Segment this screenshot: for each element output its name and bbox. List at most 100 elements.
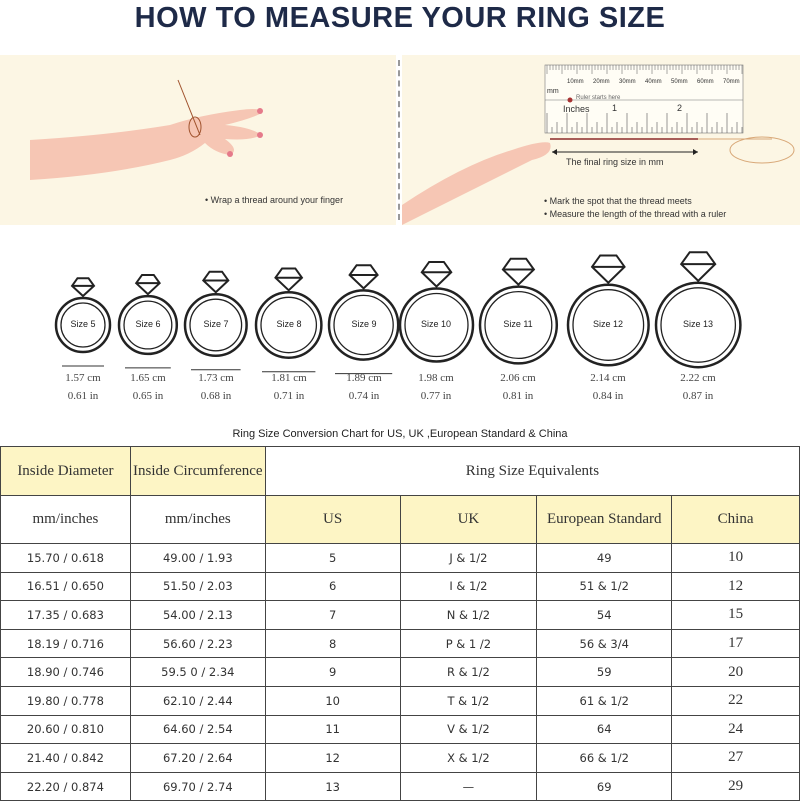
- ring-diameter-in: 0.65 in: [132, 390, 164, 402]
- table-row: 17.35 / 0.683 54.00 / 2.13 7 N & 1/2 54 15: [0, 600, 800, 630]
- ring-size-conversion-table: Inside Diameter Inside Circumference Rin…: [0, 446, 800, 801]
- inch-tick-1: 1: [612, 103, 618, 113]
- ring-diameter-cm: 1.65 cm: [130, 372, 166, 384]
- table-row: 18.19 / 0.716 56.60 / 2.23 8 P & 1 /2 56 & 3…: [0, 628, 800, 659]
- subheader-china: China: [671, 495, 800, 544]
- table-cell: J & 1/2: [399, 543, 538, 573]
- ring-diameter-in: 0.81 in: [502, 390, 534, 402]
- table-cell: 67.20 / 2.64: [129, 743, 266, 773]
- inches-label: Inches: [563, 104, 590, 114]
- ring-diameter-in: 0.77 in: [420, 390, 452, 402]
- table-caption: Ring Size Conversion Chart for US, UK ,E…: [232, 428, 568, 440]
- mm-label: 30mm: [619, 79, 636, 85]
- table-cell: V & 1/2: [399, 714, 538, 745]
- table-cell: 56 & 3/4: [536, 628, 673, 659]
- table-cell: 61 & 1/2: [536, 685, 673, 716]
- table-cell: 69.70 / 2.74: [129, 771, 266, 801]
- table-cell: R & 1/2: [399, 657, 538, 687]
- table-cell: 29: [671, 771, 800, 801]
- ring-diameter-in: 0.74 in: [348, 390, 380, 402]
- ring-diameter-in: 0.61 in: [67, 390, 99, 402]
- ring-icon: [54, 277, 112, 367]
- ruler-start-note: Ruler starts here: [576, 95, 621, 101]
- ring-diameter-in: 0.87 in: [682, 390, 714, 402]
- subheader-uk: UK: [399, 495, 538, 544]
- table-row: 16.51 / 0.650 51.50 / 2.03 6 I & 1/2 51 & 1/…: [0, 571, 800, 602]
- ring-diameter-cm: 1.57 cm: [65, 372, 101, 384]
- table-cell: 12: [671, 571, 800, 602]
- table-row: 22.20 / 0.874 69.70 / 2.74 13—69 29: [0, 771, 800, 801]
- table-cell: 15: [671, 600, 800, 630]
- ring-diameter-cm: 2.22 cm: [680, 372, 716, 384]
- table-cell: 20.60 / 0.810: [0, 714, 131, 745]
- table-cell: 56.60 / 2.23: [129, 628, 266, 659]
- hand-wrapping-thread-illustration: [30, 79, 263, 180]
- mm-label: 20mm: [593, 79, 610, 85]
- table-cell: 13: [264, 771, 401, 801]
- table-row: 19.80 / 0.778 62.10 / 2.44 10 T & 1/2 61 & 1…: [0, 685, 800, 716]
- ring-icon: [255, 267, 323, 373]
- table-cell: 54.00 / 2.13: [129, 600, 266, 630]
- table-cell: P & 1 /2: [399, 628, 538, 659]
- table-cell: 9: [264, 657, 401, 687]
- table-row: 21.40 / 0.842 67.20 / 2.64 12 X & 1/2 66 & 1…: [0, 743, 800, 773]
- ring-size-label: Size 10: [420, 319, 452, 329]
- ring-icon: [566, 254, 650, 367]
- page-title: HOW TO MEASURE YOUR RING SIZE: [134, 2, 666, 34]
- table-cell: 24: [671, 714, 800, 745]
- table-cell: 17: [671, 628, 800, 659]
- table-cell: 5: [264, 543, 401, 573]
- ring-diameter-cm: 2.14 cm: [590, 372, 626, 384]
- table-cell: 66 & 1/2: [536, 743, 673, 773]
- table-cell: N & 1/2: [399, 600, 538, 630]
- table-cell: 69: [536, 771, 673, 801]
- table-cell: X & 1/2: [399, 743, 538, 773]
- table-cell: 22.20 / 0.874: [0, 771, 131, 801]
- table-row: 18.90 / 0.746 59.5 0 / 2.34 9 R & 1/2 59 20: [0, 657, 800, 687]
- table-cell: 17.35 / 0.683: [0, 600, 131, 630]
- table-row: 20.60 / 0.810 64.60 / 2.54 11 V & 1/2 64 24: [0, 714, 800, 745]
- mm-label: 40mm: [645, 79, 662, 85]
- ring-icon: [478, 257, 558, 365]
- table-cell: 59: [536, 657, 673, 687]
- final-size-label: The final ring size in mm: [566, 157, 664, 167]
- table-cell: 51.50 / 2.03: [129, 571, 266, 602]
- ring-diameter-cm: 1.89 cm: [346, 372, 382, 384]
- mm-unit-label: mm: [547, 88, 559, 95]
- mm-label: 60mm: [697, 79, 714, 85]
- header-inside-diameter: Inside Diameter: [0, 446, 131, 496]
- table-cell: 21.40 / 0.842: [0, 743, 131, 773]
- ring-diameter-in: 0.84 in: [592, 390, 624, 402]
- table-cell: 16.51 / 0.650: [0, 571, 131, 602]
- step-measure-panel: mm Ruler starts here Inches 1 2 10mm 20mm…: [402, 55, 800, 225]
- mark-spot-note: • Mark the spot that the thread meets: [544, 196, 692, 206]
- mm-label: 10mm: [567, 79, 584, 85]
- ring-diameter-cm: 1.98 cm: [418, 372, 454, 384]
- ring-icon: [328, 264, 400, 375]
- ring-size-label: Size 5: [70, 319, 96, 329]
- subheader-european: European Standard: [536, 495, 673, 544]
- step-wrap-thread-panel: • Wrap a thread around your finger: [0, 55, 396, 225]
- header-inside-circumference: Inside Circumference: [129, 446, 266, 496]
- ring-diameter-cm: 1.81 cm: [271, 372, 307, 384]
- ring-size-diagrams: Size 5 1.57 cm 0.61 in Size 6 1.65 cm 0.65 i…: [0, 245, 800, 405]
- table-cell: 62.10 / 2.44: [129, 685, 266, 716]
- ring-icon: [398, 260, 474, 363]
- table-cell: 12: [264, 743, 401, 773]
- ring-icon: [183, 270, 249, 371]
- measure-length-note: • Measure the length of the thread with …: [544, 209, 727, 219]
- mm-label: 70mm: [723, 79, 740, 85]
- table-cell: 19.80 / 0.778: [0, 685, 131, 716]
- ring-icon: [654, 251, 742, 369]
- table-cell: 7: [264, 600, 401, 630]
- table-cell: 22: [671, 685, 800, 716]
- header-ring-size-equivalents: Ring Size Equivalents: [264, 446, 800, 496]
- ruler-illustration: [402, 64, 795, 225]
- table-cell: 51 & 1/2: [536, 571, 673, 602]
- table-cell: 18.19 / 0.716: [0, 628, 131, 659]
- table-cell: 54: [536, 600, 673, 630]
- table-cell: 49: [536, 543, 673, 573]
- ring-diameter-cm: 2.06 cm: [500, 372, 536, 384]
- table-cell: 15.70 / 0.618: [0, 543, 131, 573]
- ring-size-label: Size 6: [135, 319, 161, 329]
